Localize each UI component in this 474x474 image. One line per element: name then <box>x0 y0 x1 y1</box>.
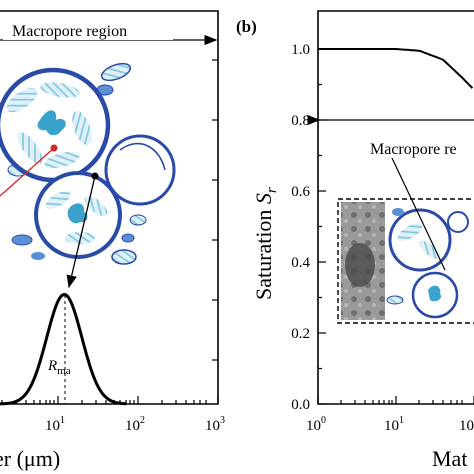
right-panel: (b) 1.0 0.8 0.6 0.4 0.2 0.0 <box>236 10 474 471</box>
left-xtick-3: 103 <box>205 415 225 434</box>
soil-inset-image <box>337 198 474 324</box>
right-region-label: Macropore re <box>370 141 457 158</box>
right-y-ticks <box>318 48 326 405</box>
panel-label-b: (b) <box>236 17 257 36</box>
right-y-axis-label: Saturation Sr <box>251 187 280 300</box>
psd-curve-series <box>0 292 127 406</box>
right-ytick-1.0: 1.0 <box>291 42 310 58</box>
right-ytick-0.4: 0.4 <box>291 255 310 271</box>
left-xtick-2: 102 <box>125 415 145 434</box>
right-xtick-2: 101 <box>384 415 404 434</box>
saturation-curve-series <box>318 48 474 89</box>
right-xtick-1: 100 <box>306 415 326 434</box>
left-axis-frame <box>0 10 219 405</box>
right-x-ticks <box>317 396 474 404</box>
right-region-pointer <box>391 157 446 271</box>
left-xtick-1: 101 <box>45 415 65 434</box>
pore-to-peak-arrow <box>66 175 96 289</box>
pore-microstructure-illustration <box>0 62 176 289</box>
right-ytick-0.6: 0.6 <box>291 184 310 200</box>
right-ytick-0.8: 0.8 <box>291 113 310 129</box>
right-xtick-3: 101 <box>459 415 474 434</box>
right-ytick-0.2: 0.2 <box>291 326 310 342</box>
right-ytick-0.0: 0.0 <box>291 397 310 413</box>
left-region-label: Macropore region <box>12 23 127 40</box>
peak-radius-label: Rma <box>47 358 71 377</box>
left-x-axis-label: er (μm) <box>0 446 60 471</box>
left-x-ticks <box>1 59 219 404</box>
right-x-axis-label: Mat <box>432 446 467 471</box>
left-panel: 101 102 103 er (μm) Macropore region <box>0 10 225 471</box>
